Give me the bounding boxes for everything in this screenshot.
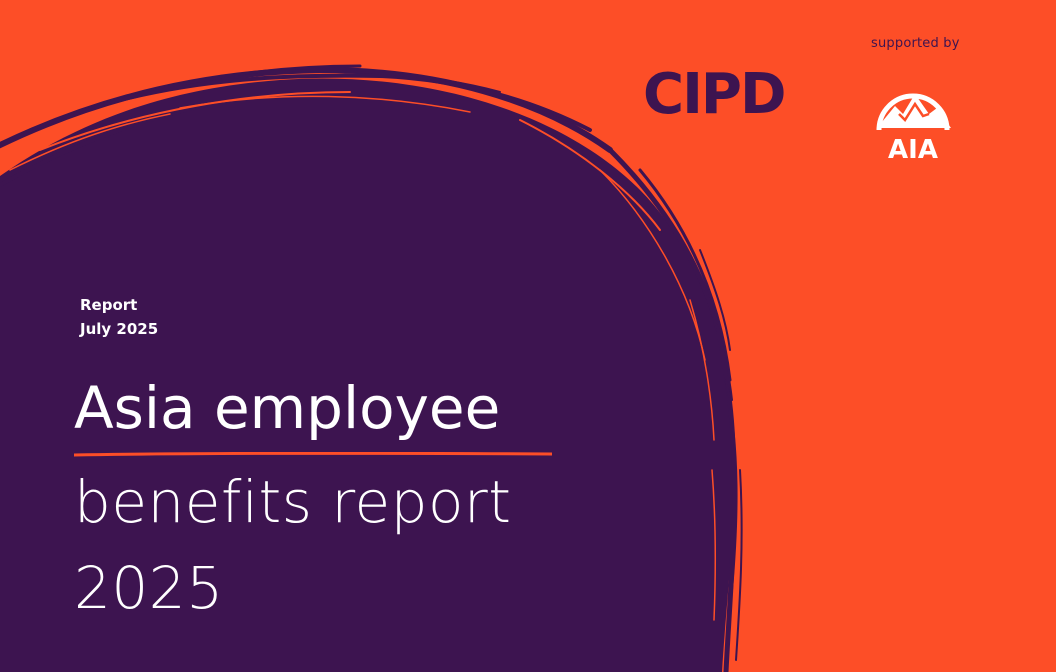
title-line-2: benefits report xyxy=(74,468,512,536)
title-line-1: Asia employee xyxy=(74,374,501,442)
report-date: July 2025 xyxy=(80,320,159,338)
report-type: Report xyxy=(80,296,138,314)
title-line-3: 2025 xyxy=(74,554,224,622)
cipd-logo: CIPD xyxy=(643,62,786,127)
aia-logo-text: AIA xyxy=(888,135,938,162)
title-underline xyxy=(74,452,552,457)
aia-logo-icon: AIA xyxy=(876,93,951,162)
supported-by-label: supported by xyxy=(871,36,960,51)
